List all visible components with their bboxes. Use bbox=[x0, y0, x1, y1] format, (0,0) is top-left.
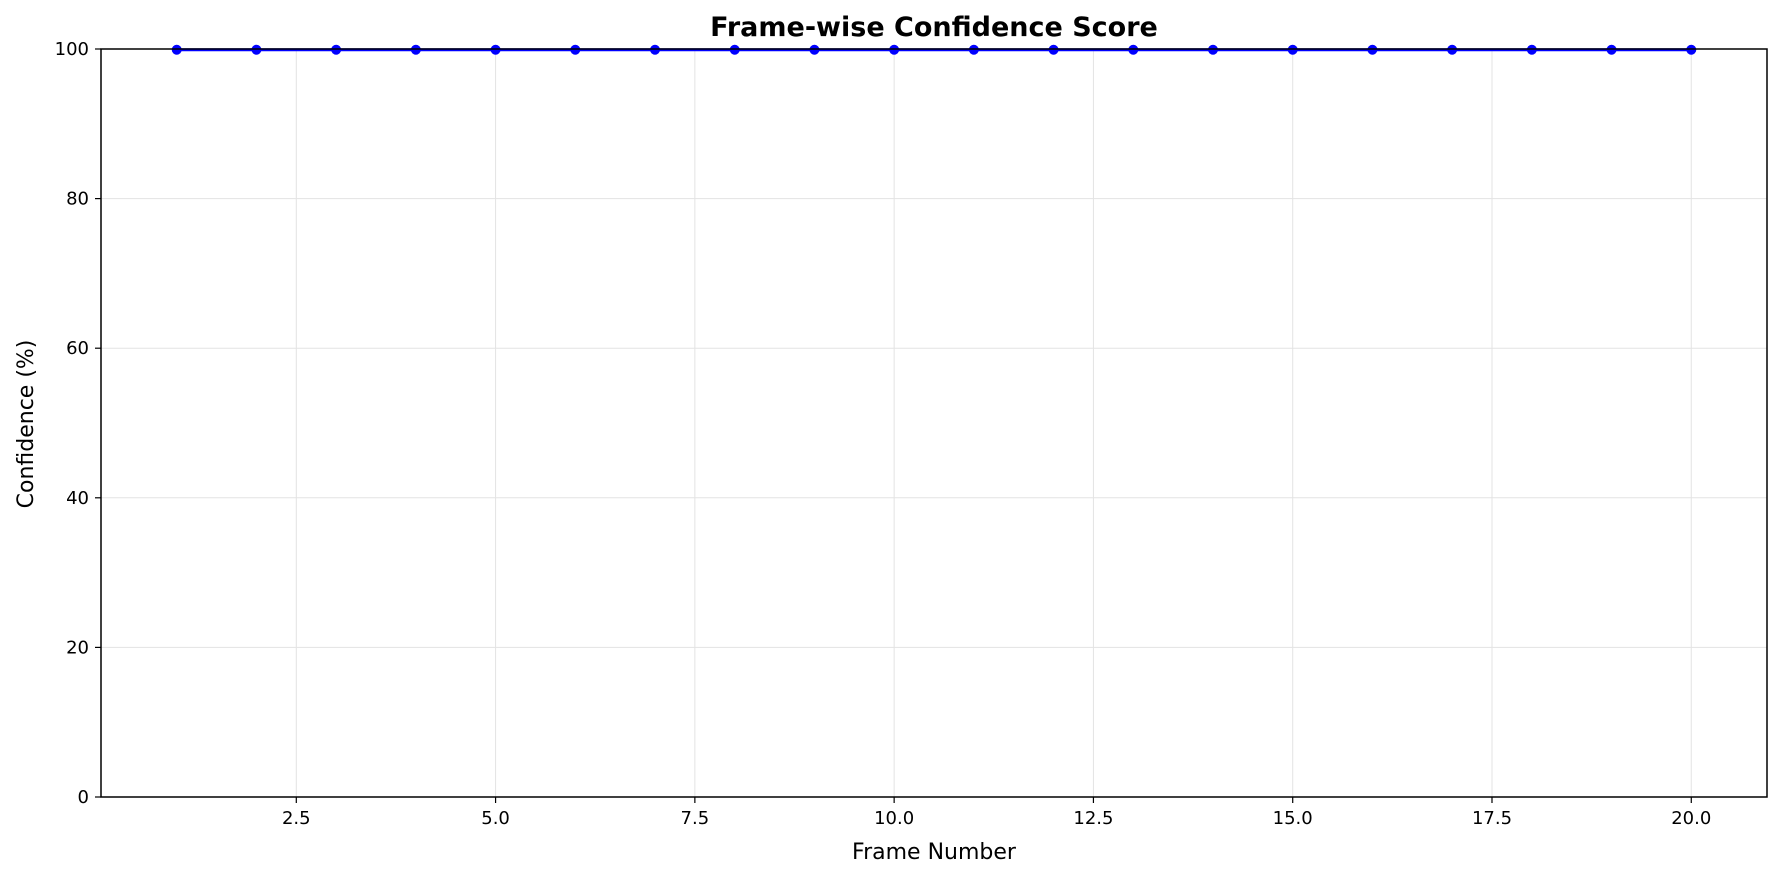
chart-title: Frame-wise Confidence Score bbox=[710, 12, 1158, 43]
y-tick-label: 0 bbox=[78, 787, 89, 808]
x-tick-label: 2.5 bbox=[282, 808, 311, 829]
y-tick-label: 60 bbox=[66, 338, 89, 359]
x-axis-label: Frame Number bbox=[852, 840, 1017, 865]
y-tick-label: 80 bbox=[66, 189, 89, 210]
y-tick-label: 40 bbox=[66, 488, 89, 509]
y-tick-label: 100 bbox=[55, 39, 89, 60]
x-tick-label: 7.5 bbox=[681, 808, 710, 829]
ticks: 2.5 5.0 7.5 10.0 12.5 15.0 17.5 20.0 0 20 40 60 80 10… bbox=[55, 39, 1712, 829]
x-tick-label: 20.0 bbox=[1671, 808, 1711, 829]
y-tick-label: 20 bbox=[66, 637, 89, 658]
x-tick-label: 15.0 bbox=[1273, 808, 1313, 829]
x-tick-label: 5.0 bbox=[481, 808, 510, 829]
x-tick-label: 12.5 bbox=[1073, 808, 1113, 829]
x-tick-label: 17.5 bbox=[1472, 808, 1512, 829]
x-tick-label: 10.0 bbox=[874, 808, 914, 829]
y-axis-label: Confidence (%) bbox=[14, 340, 39, 509]
plot-frame bbox=[100, 48, 1768, 798]
grid bbox=[101, 48, 1767, 798]
